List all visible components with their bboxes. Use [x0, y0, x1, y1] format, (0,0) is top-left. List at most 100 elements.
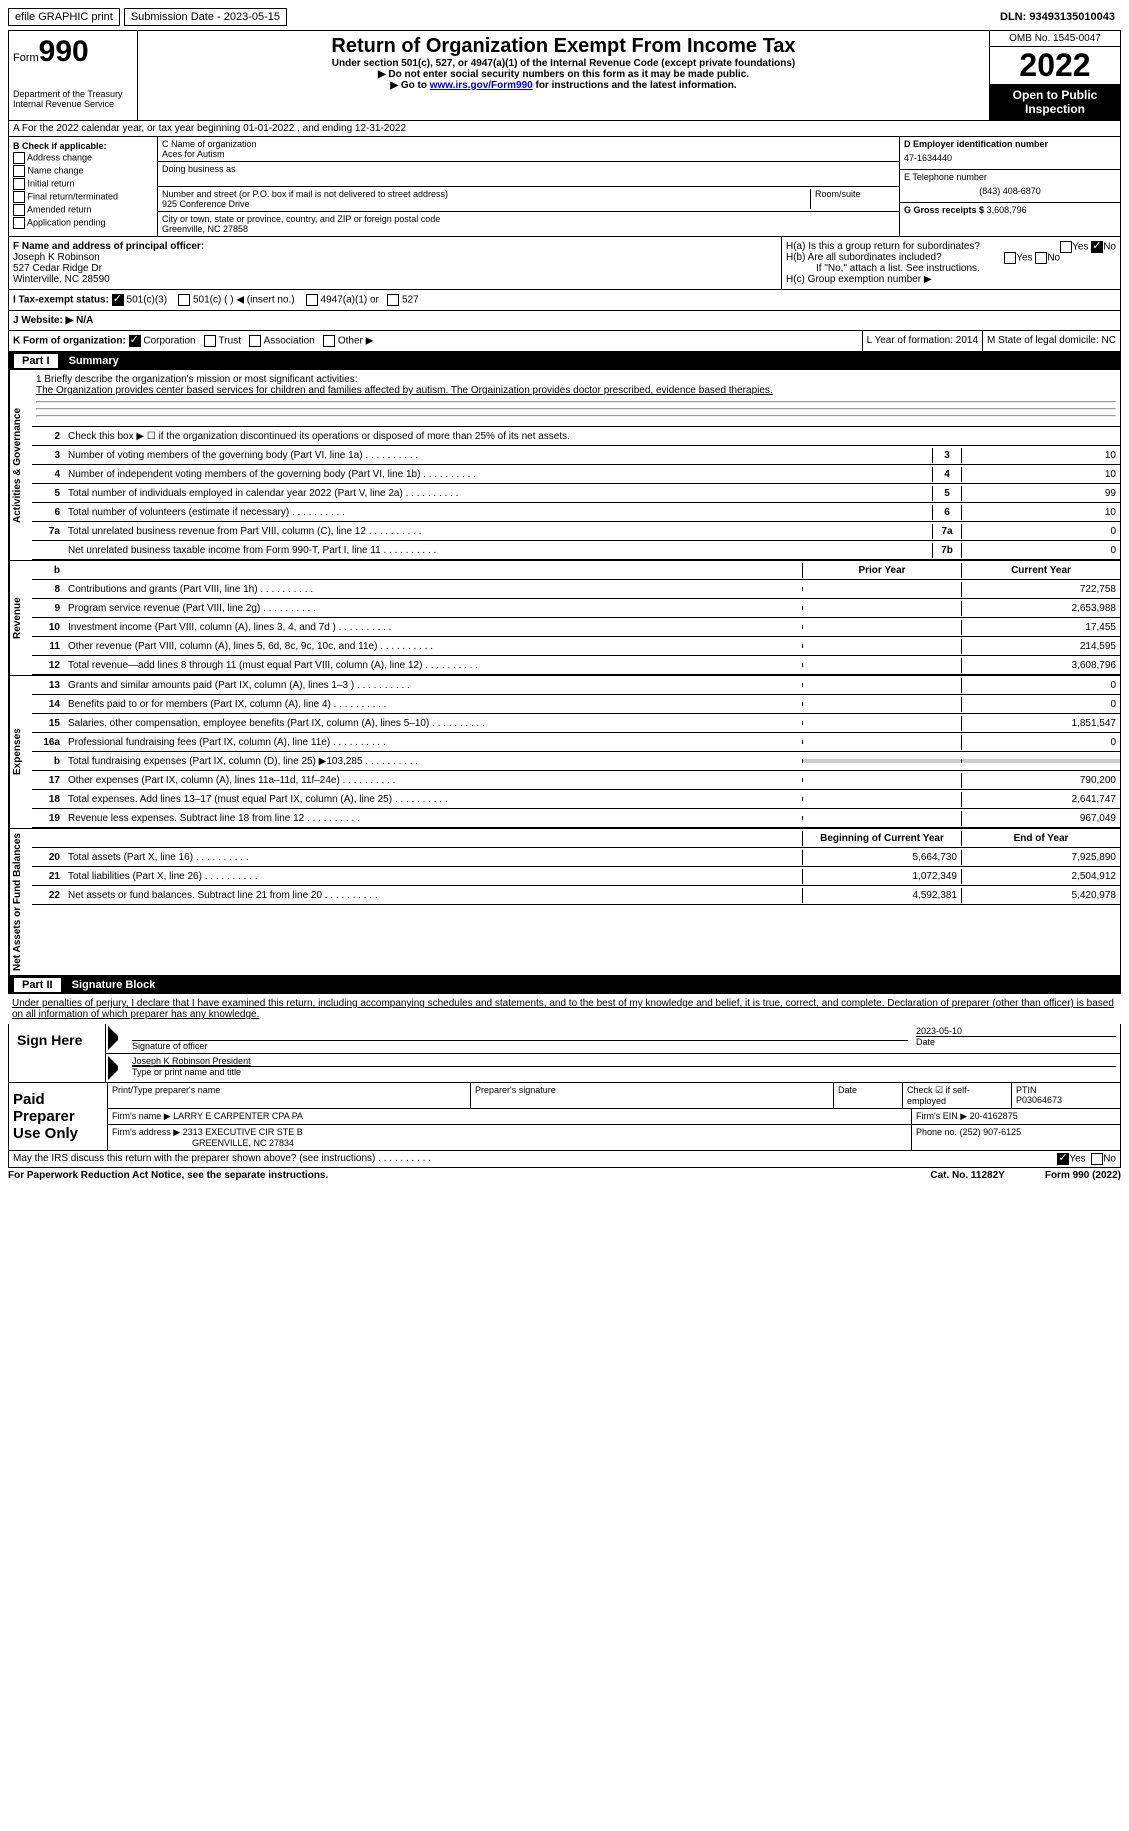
part2-title: Signature Block: [72, 979, 156, 991]
check-self[interactable]: Check ☑ if self-employed: [903, 1083, 1012, 1108]
summary-gov: Activities & Governance 1 Briefly descri…: [8, 370, 1121, 560]
summary-line: 4Number of independent voting members of…: [32, 465, 1120, 484]
prep-name-label: Print/Type preparer's name: [108, 1083, 471, 1108]
chk-pending[interactable]: Application pending: [13, 217, 153, 229]
firm-ein-label: Firm's EIN ▶: [916, 1111, 967, 1121]
officer-name: Joseph K Robinson: [13, 252, 777, 263]
chk-527[interactable]: [387, 294, 399, 306]
summary-line: 6Total number of volunteers (estimate if…: [32, 503, 1120, 522]
form-subtitle: Under section 501(c), 527, or 4947(a)(1)…: [142, 58, 985, 69]
sig-row-1: Signature of officer 2023-05-10Date: [106, 1024, 1120, 1054]
room-suite: Room/suite: [810, 189, 895, 209]
efile-button[interactable]: efile GRAPHIC print: [8, 8, 120, 26]
ptin-field: PTINP03064673: [1012, 1083, 1120, 1108]
part2-num: Part II: [14, 978, 61, 992]
chk-501c[interactable]: [178, 294, 190, 306]
form-prefix: Form: [13, 52, 39, 64]
col-h: H(a) Is this a group return for subordin…: [781, 237, 1120, 289]
chk-assoc[interactable]: [249, 335, 261, 347]
summary-exp: Expenses 13Grants and similar amounts pa…: [8, 675, 1121, 828]
officer-addr1: 527 Cedar Ridge Dr: [13, 263, 777, 274]
header-left: Form990 Department of the Treasury Inter…: [9, 31, 138, 120]
sig-arrow-icon: [108, 1026, 126, 1050]
col-d: D Employer identification number 47-1634…: [899, 137, 1120, 236]
summary-line: 19Revenue less expenses. Subtract line 1…: [32, 809, 1120, 828]
summary-line: 15Salaries, other compensation, employee…: [32, 714, 1120, 733]
summary-line: bTotal fundraising expenses (Part IX, co…: [32, 752, 1120, 771]
dba-field: Doing business as: [158, 162, 899, 187]
k-form-org: K Form of organization: Corporation Trus…: [9, 331, 862, 351]
firm-phone-label: Phone no.: [916, 1127, 957, 1137]
label-rev: Revenue: [9, 561, 32, 675]
last-line: For Paperwork Reduction Act Notice, see …: [8, 1168, 1121, 1183]
top-bar: efile GRAPHIC print Submission Date - 20…: [8, 8, 1121, 26]
summary-line: 21Total liabilities (Part X, line 26)1,0…: [32, 867, 1120, 886]
discuss-yes-no[interactable]: Yes No: [1057, 1153, 1116, 1165]
cat-no: Cat. No. 11282Y: [930, 1170, 1004, 1181]
chk-501c3[interactable]: [112, 294, 124, 306]
section-bcd: B Check if applicable: Address change Na…: [8, 137, 1121, 237]
chk-name[interactable]: Name change: [13, 165, 153, 177]
summary-rev: Revenue b Prior Year Current Year 8Contr…: [8, 560, 1121, 675]
spacer: [291, 15, 990, 19]
open-public: Open to Public Inspection: [990, 84, 1120, 120]
prep-date-label: Date: [834, 1083, 903, 1108]
instr-2: ▶ Go to www.irs.gov/Form990 for instruct…: [142, 80, 985, 91]
omb-number: OMB No. 1545-0047: [990, 31, 1120, 47]
m-state: M State of legal domicile: NC: [982, 331, 1120, 351]
date-label: Date: [916, 1036, 1116, 1047]
prep-row-1: Print/Type preparer's name Preparer's si…: [108, 1083, 1120, 1109]
main-header: Form990 Department of the Treasury Inter…: [8, 30, 1121, 121]
sig-arrow-icon-2: [108, 1056, 126, 1080]
chk-other[interactable]: [323, 335, 335, 347]
street-field: Number and street (or P.O. box if mail i…: [158, 187, 899, 212]
paperwork: For Paperwork Reduction Act Notice, see …: [8, 1170, 930, 1181]
summary-line: 13Grants and similar amounts paid (Part …: [32, 676, 1120, 695]
chk-corp[interactable]: [129, 335, 141, 347]
form-number: Form990: [13, 35, 133, 69]
chk-initial[interactable]: Initial return: [13, 178, 153, 190]
label-exp: Expenses: [9, 676, 32, 828]
discuss-label: May the IRS discuss this return with the…: [13, 1153, 1057, 1165]
phone-field: E Telephone number (843) 408-6870: [900, 170, 1120, 203]
summary-line: 5Total number of individuals employed in…: [32, 484, 1120, 503]
row-a: A For the 2022 calendar year, or tax yea…: [8, 121, 1121, 137]
chk-trust[interactable]: [204, 335, 216, 347]
phone: (843) 408-6870: [904, 182, 1116, 200]
form-title: Return of Organization Exempt From Incom…: [142, 35, 985, 58]
submission-date: Submission Date - 2023-05-15: [124, 8, 287, 26]
city: Greenville, NC 27858: [162, 224, 895, 234]
chk-addr[interactable]: Address change: [13, 152, 153, 164]
part1-title: Summary: [69, 355, 119, 367]
summary-line: 17Other expenses (Part IX, column (A), l…: [32, 771, 1120, 790]
city-label: City or town, state or province, country…: [162, 214, 895, 224]
hb-note: If "No," attach a list. See instructions…: [786, 263, 1116, 274]
line2-label: Check this box ▶ ☐ if the organization d…: [64, 429, 1120, 444]
row-i: I Tax-exempt status: 501(c)(3) 501(c) ( …: [8, 290, 1121, 311]
summary-net: Net Assets or Fund Balances Beginning of…: [8, 828, 1121, 976]
firm-addr-label: Firm's address ▶: [112, 1127, 180, 1137]
prep-sig-label: Preparer's signature: [471, 1083, 834, 1108]
ein-label: D Employer identification number: [904, 139, 1116, 149]
line-2: 2 Check this box ▶ ☐ if the organization…: [32, 427, 1120, 446]
tax-year: 2022: [990, 47, 1120, 84]
sig-date: 2023-05-10: [916, 1026, 1116, 1036]
rev-header: b Prior Year Current Year: [32, 561, 1120, 580]
summary-line: 12Total revenue—add lines 8 through 11 (…: [32, 656, 1120, 675]
firm-phone: (252) 907-6125: [960, 1127, 1022, 1137]
paid-preparer-label: Paid Preparer Use Only: [9, 1083, 108, 1150]
chk-4947[interactable]: [306, 294, 318, 306]
chk-final[interactable]: Final return/terminated: [13, 191, 153, 203]
form-num: 990: [39, 35, 89, 68]
city-field: City or town, state or province, country…: [158, 212, 899, 236]
col-c: C Name of organization Aces for Autism D…: [158, 137, 899, 236]
officer-label: F Name and address of principal officer:: [13, 241, 777, 252]
summary-line: 18Total expenses. Add lines 13–17 (must …: [32, 790, 1120, 809]
irs-link[interactable]: www.irs.gov/Form990: [430, 80, 533, 91]
chk-amended[interactable]: Amended return: [13, 204, 153, 216]
col-f: F Name and address of principal officer:…: [9, 237, 781, 289]
summary-line: 14Benefits paid to or for members (Part …: [32, 695, 1120, 714]
sig-officer-label: Signature of officer: [132, 1040, 908, 1051]
part1-num: Part I: [14, 354, 58, 368]
begin-header: Beginning of Current Year: [802, 831, 961, 846]
